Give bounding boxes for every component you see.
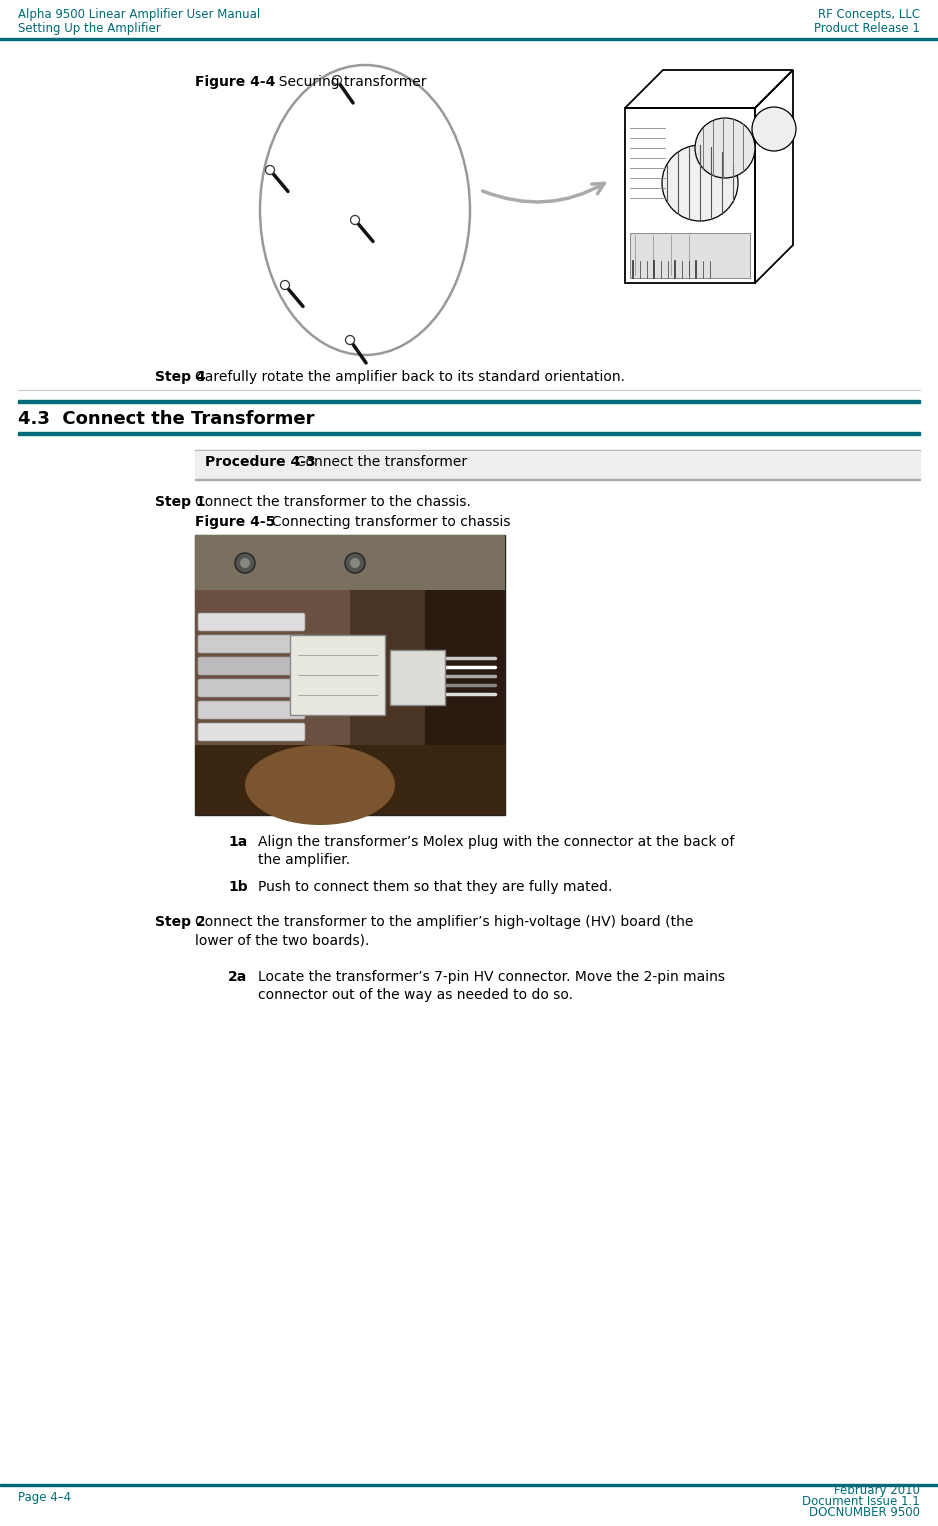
Text: Connect the transformer to the amplifier’s high-voltage (HV) board (the: Connect the transformer to the amplifier… [195,916,693,929]
FancyBboxPatch shape [198,635,305,653]
FancyArrowPatch shape [482,183,604,201]
Bar [18,400,920,403]
Circle shape [280,281,290,290]
Text: Alpha 9500 Linear Amplifier User Manual: Alpha 9500 Linear Amplifier User Manual [18,8,260,21]
Text: Align the transformer’s Molex plug with the connector at the back of: Align the transformer’s Molex plug with … [258,835,734,848]
Text: Product Release 1: Product Release 1 [814,21,920,35]
FancyBboxPatch shape [198,679,305,697]
Bar [625,108,755,282]
Circle shape [345,552,365,572]
Text: RF Concepts, LLC: RF Concepts, LLC [818,8,920,21]
Text: Page 4–4: Page 4–4 [18,1491,71,1505]
Text: Figure 4-5: Figure 4-5 [195,514,276,530]
Bar [18,432,920,435]
Text: 4.3  Connect the Transformer: 4.3 Connect the Transformer [18,410,314,427]
Bar [195,536,505,815]
Bar [290,635,385,716]
Text: Push to connect them so that they are fully mated.: Push to connect them so that they are fu… [258,881,613,894]
Text: Procedure 4-3: Procedure 4-3 [205,455,315,468]
Circle shape [265,165,275,174]
Text: Carefully rotate the amplifier back to its standard orientation.: Carefully rotate the amplifier back to i… [195,369,625,385]
Bar [390,650,445,705]
Bar [630,233,750,278]
Ellipse shape [245,745,395,826]
Text: Step 2: Step 2 [155,916,205,929]
Bar [195,452,920,479]
Bar [0,38,938,40]
Text: Figure 4-4: Figure 4-4 [195,75,276,89]
Text: 2a: 2a [228,971,248,984]
Circle shape [345,336,355,345]
Text: 1a: 1a [228,835,248,848]
Text: Setting Up the Amplifier: Setting Up the Amplifier [18,21,160,35]
Circle shape [752,107,796,151]
Circle shape [235,552,255,572]
Text: 1b: 1b [228,881,248,894]
Text: Step 1: Step 1 [155,494,205,510]
Text: Step 4: Step 4 [155,369,205,385]
Text: Connect the transformer: Connect the transformer [287,455,467,468]
FancyBboxPatch shape [198,700,305,719]
FancyBboxPatch shape [198,723,305,742]
FancyBboxPatch shape [198,658,305,674]
Circle shape [695,118,755,179]
Text: lower of the two boards).: lower of the two boards). [195,932,370,948]
Text: February 2010: February 2010 [834,1483,920,1497]
Bar [195,536,505,591]
Circle shape [350,559,360,568]
Circle shape [332,75,341,84]
Circle shape [662,145,738,221]
FancyBboxPatch shape [198,613,305,630]
Circle shape [351,215,359,224]
Text: DOCNUMBER 9500: DOCNUMBER 9500 [809,1506,920,1518]
Bar [195,591,350,815]
Bar [195,745,505,815]
Circle shape [240,559,250,568]
Text: connector out of the way as needed to do so.: connector out of the way as needed to do… [258,987,573,1003]
Bar [425,591,505,815]
Text: Locate the transformer’s 7-pin HV connector. Move the 2-pin mains: Locate the transformer’s 7-pin HV connec… [258,971,725,984]
Text: the amplifier.: the amplifier. [258,853,350,867]
Text: Connecting transformer to chassis: Connecting transformer to chassis [263,514,510,530]
Text: Document Issue 1.1: Document Issue 1.1 [802,1495,920,1508]
Text: Connect the transformer to the chassis.: Connect the transformer to the chassis. [195,494,471,510]
Text: Securing transformer: Securing transformer [270,75,427,89]
